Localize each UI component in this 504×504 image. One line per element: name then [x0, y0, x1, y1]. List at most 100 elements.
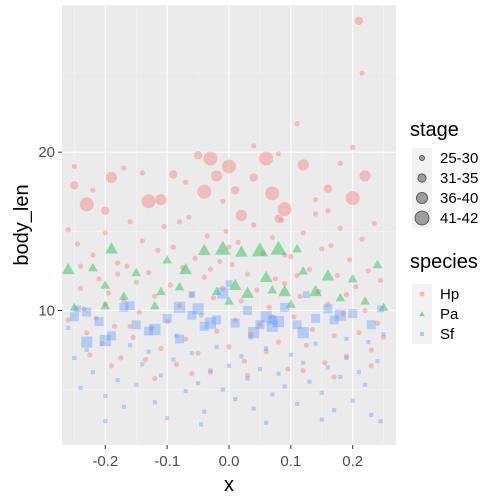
data-point-pa: [105, 242, 118, 254]
data-point-sf: [144, 326, 154, 336]
data-point-hp: [115, 260, 121, 266]
species-legend: species Hp Pa Sf: [410, 251, 478, 344]
data-point-sf: [121, 404, 126, 410]
size-legend-title: stage: [410, 119, 459, 141]
data-point-sf: [255, 320, 265, 330]
data-point-hp: [197, 184, 212, 199]
data-point-sf: [230, 318, 240, 328]
data-point-pa: [119, 291, 129, 300]
data-point-sf: [134, 382, 139, 387]
size-legend-label: 25-30: [440, 150, 478, 167]
data-point-hp: [192, 255, 198, 261]
data-point-hp: [260, 250, 266, 257]
series-Sf: [66, 280, 386, 427]
data-point-sf: [174, 333, 179, 338]
size-legend-marker: [414, 210, 430, 226]
data-point-hp: [193, 151, 203, 160]
data-point-hp: [229, 261, 235, 268]
data-point-hp: [155, 194, 167, 206]
data-point-sf: [294, 401, 300, 406]
x-tick-label: 0.2: [342, 453, 363, 470]
data-point-sf: [94, 317, 104, 327]
data-point-sf: [208, 368, 213, 373]
data-point-sf: [66, 325, 71, 330]
data-point-hp: [359, 70, 365, 76]
data-point-hp: [368, 347, 374, 353]
data-point-hp: [343, 353, 350, 359]
data-point-sf: [366, 340, 371, 345]
data-point-sf: [192, 303, 204, 315]
data-point-sf: [270, 392, 275, 397]
data-point-hp: [158, 345, 164, 352]
data-point-hp: [343, 292, 350, 298]
data-point-pa: [69, 302, 80, 311]
data-point-hp: [285, 366, 291, 372]
data-point-hp: [145, 269, 152, 276]
data-point-sf: [344, 336, 349, 342]
x-tick-label: 0.0: [219, 453, 240, 470]
data-point-hp: [309, 326, 316, 333]
data-point-sf: [226, 363, 232, 368]
data-point-sf: [251, 406, 256, 411]
data-point-sf: [319, 390, 324, 395]
data-point-hp: [130, 334, 136, 340]
data-point-sf: [282, 384, 287, 389]
data-point-hp: [328, 242, 334, 249]
data-point-sf: [239, 354, 244, 359]
data-point-pa: [88, 262, 98, 272]
data-point-sf: [288, 352, 293, 357]
size-legend: stage 25-30 31-35 36-40 41-42: [410, 119, 478, 228]
data-point-hp: [77, 285, 84, 291]
data-point-sf: [165, 416, 170, 421]
data-point-sf: [212, 315, 222, 325]
species-legend-label: Pa: [440, 306, 459, 323]
data-point-sf: [356, 370, 361, 375]
y-axis-title: body_len: [11, 184, 33, 265]
data-point-hp: [263, 349, 269, 355]
data-point-sf: [248, 327, 260, 339]
data-point-hp: [312, 197, 319, 203]
data-point-hp: [251, 143, 257, 149]
data-point-hp: [259, 151, 274, 166]
data-point-hp: [282, 252, 288, 258]
data-point-pa: [149, 300, 160, 310]
data-point-sf: [329, 315, 339, 325]
data-point-hp: [337, 225, 343, 231]
data-point-pa: [309, 285, 323, 297]
data-point-sf: [183, 389, 188, 394]
data-point-pa: [100, 300, 111, 310]
data-point-hp: [300, 368, 306, 374]
data-point-pa: [228, 278, 242, 290]
data-point-hp: [365, 268, 371, 274]
data-point-hp: [275, 339, 282, 345]
data-point-sf: [266, 320, 278, 332]
data-point-sf: [152, 400, 157, 405]
data-point-hp: [152, 375, 158, 382]
data-point-hp: [294, 121, 300, 127]
data-point-sf: [377, 305, 384, 313]
y-tick-label: 10: [38, 302, 55, 319]
data-point-sf: [276, 371, 281, 376]
data-point-pa: [100, 280, 111, 289]
data-point-hp: [155, 247, 161, 253]
data-point-sf: [334, 309, 346, 321]
data-point-hp: [152, 293, 158, 299]
data-point-sf: [325, 365, 331, 370]
species-legend-label: Hp: [440, 286, 459, 303]
data-point-sf: [302, 291, 310, 299]
data-point-sf: [127, 343, 133, 348]
data-point-sf: [125, 301, 135, 311]
data-point-pa: [259, 270, 273, 283]
data-point-hp: [108, 363, 115, 369]
data-point-hp: [220, 198, 226, 204]
data-point-hp: [124, 263, 130, 269]
data-point-hp: [90, 187, 96, 193]
data-point-hp: [257, 322, 263, 328]
data-point-hp: [96, 276, 102, 282]
size-legend-key: [412, 188, 432, 208]
data-point-hp: [195, 350, 201, 356]
data-point-sf: [115, 378, 120, 383]
data-point-pa: [224, 296, 234, 305]
data-point-pa: [156, 286, 166, 296]
data-point-hp: [374, 320, 381, 326]
